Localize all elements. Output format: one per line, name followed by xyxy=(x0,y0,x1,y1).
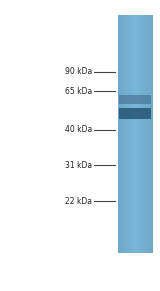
Bar xyxy=(126,15,128,253)
Bar xyxy=(123,15,124,253)
Bar xyxy=(128,15,130,253)
Bar xyxy=(144,15,146,253)
Bar xyxy=(142,15,143,253)
Bar xyxy=(135,15,137,253)
Text: 40 kDa: 40 kDa xyxy=(65,125,92,134)
Bar xyxy=(130,15,132,253)
Bar xyxy=(124,15,125,253)
Text: 90 kDa: 90 kDa xyxy=(65,68,92,77)
Bar xyxy=(118,15,120,253)
Bar xyxy=(151,15,152,253)
Bar xyxy=(137,15,139,253)
Bar xyxy=(141,15,142,253)
Bar xyxy=(119,95,151,104)
Bar xyxy=(140,15,141,253)
Bar xyxy=(143,15,145,253)
Bar xyxy=(150,15,151,253)
Bar xyxy=(119,15,121,253)
Bar xyxy=(146,15,148,253)
Bar xyxy=(121,15,123,253)
Bar xyxy=(138,15,140,253)
Bar xyxy=(132,15,133,253)
Bar xyxy=(120,15,122,253)
Bar xyxy=(134,15,136,253)
Bar xyxy=(145,15,147,253)
Bar xyxy=(129,15,131,253)
Bar xyxy=(125,15,126,253)
Bar xyxy=(127,15,129,253)
Bar xyxy=(136,15,138,253)
Bar xyxy=(149,15,150,253)
Text: 31 kDa: 31 kDa xyxy=(65,161,92,169)
Bar xyxy=(133,15,134,253)
Bar xyxy=(119,108,151,119)
Text: 65 kDa: 65 kDa xyxy=(65,86,92,95)
Text: 22 kDa: 22 kDa xyxy=(65,196,92,205)
Bar xyxy=(148,15,149,253)
